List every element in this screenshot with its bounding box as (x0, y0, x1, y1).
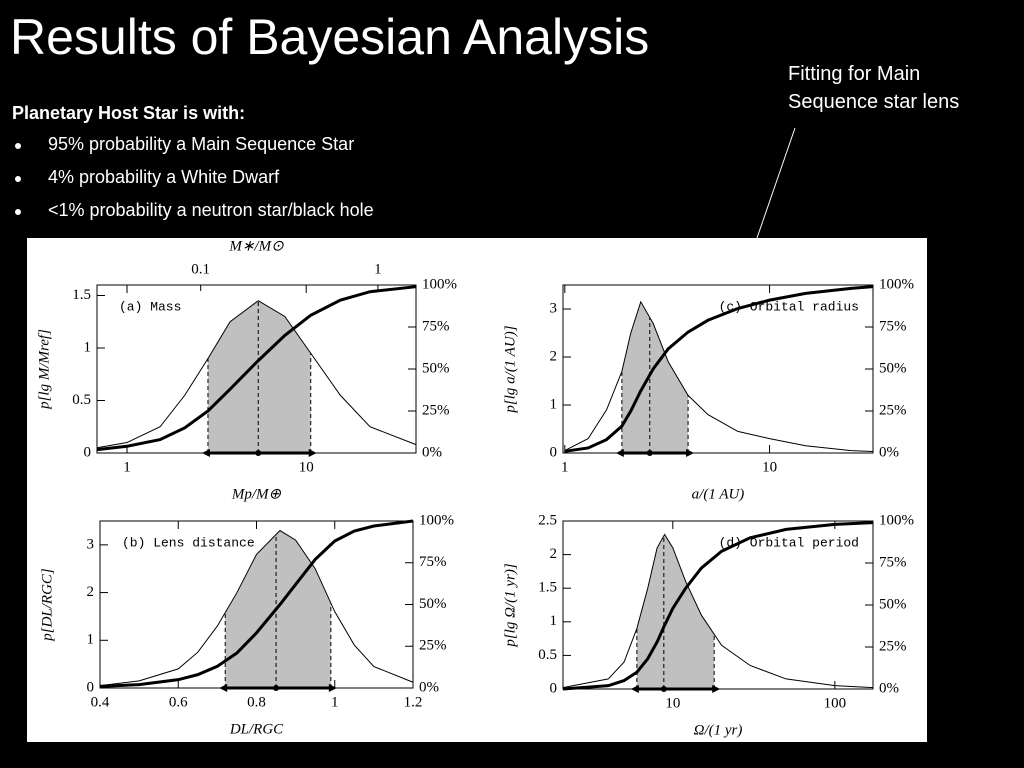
y-axis-label: p[DL/RGC] (39, 568, 55, 642)
x-tick-label: 10 (299, 459, 314, 475)
credible-region (636, 534, 715, 689)
y-tick-label: 0.5 (72, 392, 91, 408)
x-tick-label: 10 (762, 459, 777, 475)
bullet: <1% probability a neutron star/black hol… (12, 200, 374, 233)
x-axis-label: a/(1 AU) (692, 486, 745, 502)
interval-arrow (308, 449, 317, 457)
x-tick-label: 1.2 (404, 694, 423, 710)
y-tick-label: 1.5 (538, 580, 557, 596)
y-axis-label: p[lg a/(1 AU)] (502, 325, 518, 413)
y2-tick-label: 75% (422, 318, 450, 334)
median-dot (273, 685, 280, 691)
x-tick-label: 1 (123, 459, 131, 475)
y2-tick-label: 75% (419, 554, 447, 570)
x2-tick-label: 1 (374, 261, 382, 277)
y2-tick-label: 50% (879, 596, 907, 612)
interval-arrow (219, 684, 228, 692)
y-tick-label: 2 (550, 348, 558, 364)
y2-tick-label: 25% (422, 402, 450, 418)
cumulative-curve (564, 285, 874, 453)
y-tick-label: 1 (550, 396, 558, 412)
x-axis-label: Ω/(1 yr) (694, 722, 743, 738)
y-tick-label: 3 (550, 300, 558, 316)
y-tick-label: 0 (87, 679, 95, 695)
bullet-list: 95% probability a Main Sequence Star 4% p… (12, 134, 374, 233)
subtitle: Planetary Host Star is with: (12, 103, 246, 123)
annotation: Fitting for Main Sequence star lens (788, 63, 960, 113)
y-tick-label: 2.5 (538, 512, 557, 528)
panel-label: (a) Mass (119, 299, 181, 314)
interval-arrow (328, 684, 337, 692)
y2-tick-label: 0% (422, 444, 442, 460)
y2-tick-label: 0% (879, 680, 899, 696)
y-tick-label: 0.5 (538, 647, 557, 663)
x-tick-label: 10 (665, 695, 680, 711)
y-tick-label: 0 (550, 444, 558, 460)
y2-tick-label: 100% (879, 512, 914, 528)
y-tick-label: 1 (87, 632, 95, 648)
bullet: 95% probability a Main Sequence Star (12, 134, 374, 167)
y2-tick-label: 50% (419, 596, 447, 612)
y2-tick-label: 75% (879, 318, 907, 334)
annotation-pointer (756, 127, 796, 239)
interval-arrow (615, 449, 624, 457)
x-axis-label: Mp/M⊕ (231, 486, 282, 502)
y-tick-label: 3 (87, 536, 95, 552)
y2-tick-label: 25% (419, 638, 447, 654)
y-axis-label: p[lg M/Mref] (36, 329, 52, 410)
x-tick-label: 100 (824, 695, 847, 711)
interval-arrow (630, 685, 639, 693)
y2-tick-label: 100% (422, 276, 457, 292)
y2-tick-label: 0% (879, 444, 899, 460)
y2-tick-label: 50% (879, 360, 907, 376)
y2-tick-label: 0% (419, 679, 439, 695)
slide-title: Results of Bayesian Analysis (10, 9, 650, 65)
y2-tick-label: 100% (879, 276, 914, 292)
x-tick-label: 1 (331, 694, 339, 710)
density-curve (564, 300, 874, 453)
x-tick-label: 0.6 (169, 694, 188, 710)
density-curve (96, 300, 417, 449)
x-axis-label: DL/RGC (229, 721, 284, 737)
x-tick-label: 0.4 (91, 694, 110, 710)
y-tick-label: 1 (550, 613, 558, 629)
interval-arrow (712, 685, 721, 693)
median-dot (646, 450, 653, 456)
x2-tick-label: 0.1 (191, 261, 210, 277)
panel-label: (b) Lens distance (122, 535, 255, 550)
bullet: 4% probability a White Dwarf (12, 167, 374, 200)
y-tick-label: 1 (84, 339, 92, 355)
y2-tick-label: 75% (879, 554, 907, 570)
median-dot (255, 450, 262, 456)
y-axis-label: p[lg Ω/(1 yr)] (502, 563, 518, 648)
y2-tick-label: 25% (879, 638, 907, 654)
credible-region (621, 301, 689, 453)
y-tick-label: 0 (550, 680, 558, 696)
x2-axis-label: M∗/M⊙ (228, 238, 284, 254)
credible-region (225, 530, 331, 688)
x-tick-label: 0.8 (247, 694, 266, 710)
cumulative-curve (99, 519, 414, 688)
panel-label: (d) Orbital period (719, 535, 859, 550)
y-tick-label: 2 (87, 584, 95, 600)
y-tick-label: 1.5 (72, 287, 91, 303)
median-dot (660, 686, 667, 692)
y-tick-label: 2 (550, 546, 558, 562)
y2-tick-label: 50% (422, 360, 450, 376)
cumulative-curve (562, 521, 874, 691)
y2-tick-label: 100% (419, 512, 454, 528)
density-curve (99, 529, 414, 687)
cumulative-curve (96, 285, 417, 452)
x-tick-label: 1 (561, 459, 569, 475)
y2-tick-label: 25% (879, 402, 907, 418)
figure-background (27, 238, 927, 742)
interval-arrow (201, 449, 210, 457)
y-tick-label: 0 (84, 444, 92, 460)
interval-arrow (686, 449, 695, 457)
density-curve (562, 533, 874, 689)
credible-region (207, 300, 311, 453)
